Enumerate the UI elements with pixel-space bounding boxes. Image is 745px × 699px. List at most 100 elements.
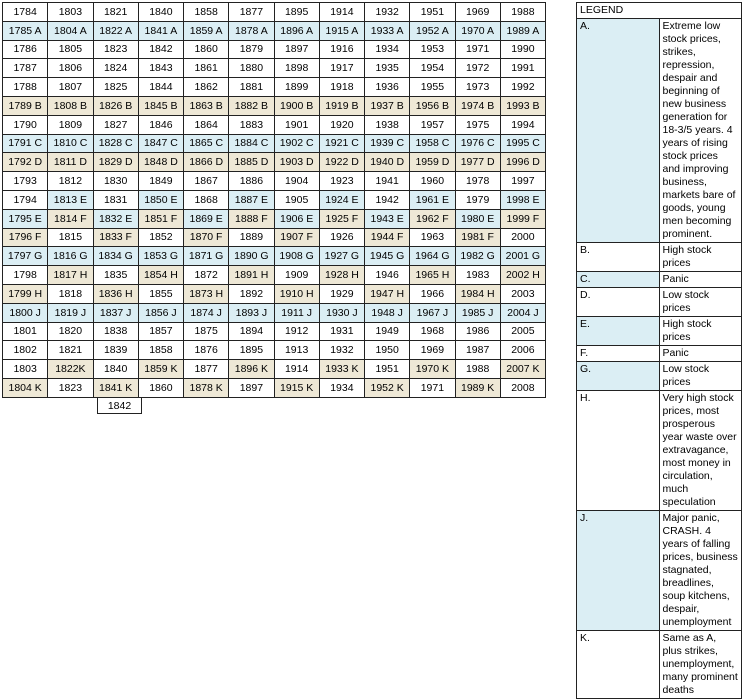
year-cell: 1878 A [228,20,275,41]
legend-letter: H. [576,390,660,511]
year-cell: 1967 J [409,302,456,323]
year-cell: 1953 [409,39,456,60]
year-cell: 1792 D [1,152,49,173]
year-cell: 1887 E [228,189,275,210]
year-cell: 1932 [363,2,411,22]
legend-row: F. Panic [576,345,742,362]
year-cell: 1914 [318,2,366,22]
table-row: 1798 1817 H 1835 1854 H 1872 1891 H 1909 1928 H… [1,265,547,285]
year-cell: 1842 [97,397,142,414]
year-cell: 1952 A [409,20,456,41]
legend-text: Extreme low stock prices, strikes, repre… [658,18,742,243]
year-cell: 1873 H [182,283,230,304]
year-cell: 1891 H [228,265,275,285]
year-cell: 1794 [1,189,49,210]
table-row: 1786 1805 1823 1842 1860 1879 1897 1916 1934 1953… [1,39,547,60]
year-cell: 1875 [182,321,230,342]
year-cell: 1860 [182,39,230,60]
year-cell: 1949 [363,321,411,342]
year-cell: 1888 F [228,208,275,229]
year-cell: 1876 [182,340,230,361]
year-cell: 1976 C [454,133,501,154]
year-cell: 1867 [182,171,230,191]
year-cell: 1903 D [273,152,320,173]
year-cell: 1957 [409,114,456,135]
year-cell: 1824 [92,58,139,79]
table-row: 1802 1821 1839 1858 1876 1895 1913 1932 1950 1969… [1,340,547,361]
year-cell: 1977 D [454,152,501,173]
year-cell: 1870 F [182,227,230,248]
year-cell: 1946 [363,265,411,285]
year-cell: 1932 [318,340,366,361]
year-cell: 1839 [92,340,139,361]
year-cell: 1786 [1,39,49,60]
year-cell: 1997 [499,171,547,191]
year-cell: 1972 [454,58,501,79]
year-cell: 1893 J [228,302,275,323]
year-cell: 1945 G [363,246,411,267]
year-cell: 1951 [409,2,456,22]
year-cell: 1902 C [273,133,320,154]
year-cell: 1993 B [499,95,547,116]
year-cell: 1838 [92,321,139,342]
year-cell: 1793 [1,171,49,191]
year-cell: 1914 [273,359,320,379]
year-cell: 1899 [273,77,320,97]
year-cell: 1985 J [454,302,501,323]
year-cell: 1877 [182,359,230,379]
year-cell: 1866 D [182,152,230,173]
year-cell: 1879 [228,39,275,60]
table-row: 1804 K 1823 1841 K 1860 1878 K 1897 1915 K 1934… [1,377,547,398]
year-cell: 1840 [137,2,185,22]
year-cell: 1886 [228,171,275,191]
year-cell: 1988 [499,2,547,22]
legend-table: LEGEND A. Extreme low stock prices, strike… [576,2,742,699]
year-cell: 1817 H [47,265,94,285]
year-cell: 1805 [47,39,94,60]
year-cell: 1905 [273,189,320,210]
year-cell: 1785 A [1,20,49,41]
year-cell: 1826 B [92,95,139,116]
year-cell: 1956 B [409,95,456,116]
year-cell: 1882 B [228,95,275,116]
year-cell: 1849 [137,171,185,191]
year-cell: 1989 K [454,377,501,398]
legend-row: K. Same as A, plus strikes, unemployment,… [576,630,742,699]
legend-letter: C. [576,271,660,288]
year-cell: 1890 G [228,246,275,267]
year-cell: 1855 [137,283,185,304]
year-cell: 1990 [499,39,547,60]
year-cell: 1982 G [454,246,501,267]
year-cell: 1936 [363,77,411,97]
year-cell: 1874 J [182,302,230,323]
year-cell: 1822 A [92,20,139,41]
year-cell: 1954 [409,58,456,79]
legend-letter: G. [576,361,660,391]
year-cell: 1847 C [137,133,185,154]
year-cell: 1810 C [47,133,94,154]
year-cell: 1878 K [182,377,230,398]
year-cell: 1825 [92,77,139,97]
year-cell: 1923 [318,171,366,191]
year-cell: 1845 B [137,95,185,116]
year-cell: 1937 B [363,95,411,116]
year-cell: 1784 [1,2,49,22]
year-cell: 1988 [454,359,501,379]
year-cell: 1910 H [273,283,320,304]
year-cell: 1850 E [137,189,185,210]
table-row: 1788 1807 1825 1844 1862 1881 1899 1918 1936 1955… [1,77,547,97]
legend-text: Panic [658,271,742,288]
year-cell: 1789 B [1,95,49,116]
year-cell: 1963 [409,227,456,248]
year-cell: 1970 K [409,359,456,379]
year-cell: 1823 [47,377,94,398]
legend-row: A. Extreme low stock prices, strikes, rep… [576,18,742,243]
year-cell: 1915 A [318,20,366,41]
year-cell: 1834 G [92,246,139,267]
year-cell: 1909 [273,265,320,285]
year-cell: 2006 [499,340,547,361]
year-cell: 1901 [273,114,320,135]
year-cell: 1947 H [363,283,411,304]
year-cell: 1962 F [409,208,456,229]
year-cell: 1998 E [499,189,547,210]
